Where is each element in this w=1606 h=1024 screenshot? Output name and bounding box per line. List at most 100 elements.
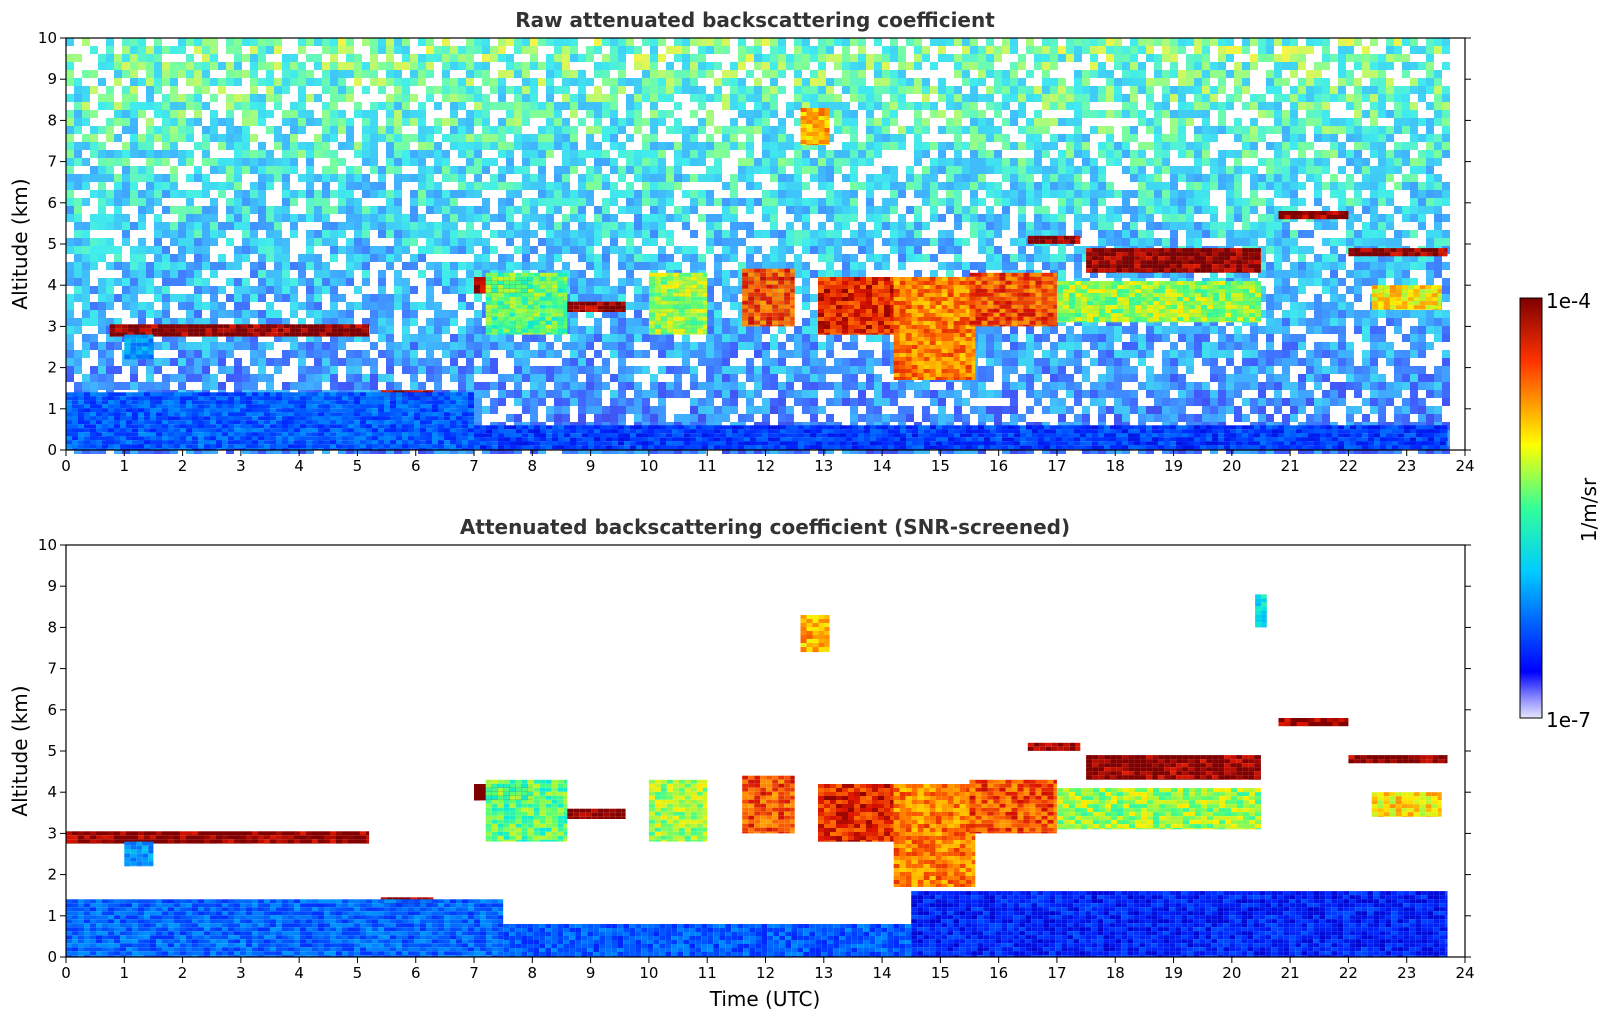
noise-cell: [874, 142, 882, 150]
noise-cell: [242, 118, 250, 126]
noise-cell: [1058, 198, 1066, 206]
noise-cell: [634, 254, 642, 262]
noise-cell: [482, 206, 490, 214]
noise-cell: [610, 334, 618, 342]
noise-cell: [714, 238, 722, 246]
noise-cell: [554, 398, 562, 406]
noise-cell: [66, 190, 74, 198]
noise-cell: [706, 166, 714, 174]
noise-cell: [546, 246, 554, 254]
noise-cell: [306, 342, 314, 350]
noise-cell: [554, 334, 562, 342]
noise-cell: [642, 262, 650, 270]
noise-cell: [954, 198, 962, 206]
noise-cell: [698, 142, 706, 150]
noise-cell: [1066, 166, 1074, 174]
noise-cell: [66, 326, 74, 334]
noise-cell: [378, 182, 386, 190]
noise-cell: [690, 342, 698, 350]
noise-cell: [986, 94, 994, 102]
noise-cell: [1002, 198, 1010, 206]
noise-cell: [842, 142, 850, 150]
noise-cell: [266, 158, 274, 166]
noise-cell: [554, 198, 562, 206]
noise-cell: [858, 398, 866, 406]
noise-cell: [970, 86, 978, 94]
noise-cell: [290, 110, 298, 118]
noise-cell: [914, 86, 922, 94]
noise-cell: [186, 238, 194, 246]
noise-cell: [506, 158, 514, 166]
noise-cell: [954, 118, 962, 126]
noise-cell: [226, 334, 234, 342]
noise-cell: [82, 382, 90, 390]
noise-cell: [1002, 190, 1010, 198]
noise-cell: [186, 206, 194, 214]
noise-cell: [1058, 374, 1066, 382]
noise-cell: [106, 294, 114, 302]
noise-cell: [106, 318, 114, 326]
noise-cell: [666, 94, 674, 102]
noise-cell: [586, 310, 594, 318]
noise-cell: [1010, 382, 1018, 390]
noise-cell: [442, 270, 450, 278]
noise-cell: [850, 70, 858, 78]
noise-cell: [594, 334, 602, 342]
noise-cell: [1002, 214, 1010, 222]
noise-cell: [826, 270, 834, 278]
noise-cell: [850, 214, 858, 222]
noise-cell: [634, 102, 642, 110]
noise-cell: [634, 286, 642, 294]
noise-cell: [986, 118, 994, 126]
noise-cell: [770, 38, 778, 46]
noise-cell: [450, 374, 458, 382]
noise-cell: [82, 102, 90, 110]
noise-cell: [250, 350, 258, 358]
noise-cell: [186, 270, 194, 278]
noise-cell: [826, 398, 834, 406]
noise-cell: [410, 286, 418, 294]
noise-cell: [466, 78, 474, 86]
noise-cell: [706, 334, 714, 342]
noise-cell: [826, 246, 834, 254]
noise-cell: [554, 46, 562, 54]
noise-cell: [474, 46, 482, 54]
noise-cell: [458, 382, 466, 390]
noise-cell: [882, 350, 890, 358]
noise-cell: [178, 246, 186, 254]
noise-cell: [482, 118, 490, 126]
noise-cell: [370, 102, 378, 110]
noise-cell: [314, 318, 322, 326]
noise-cell: [882, 46, 890, 54]
noise-cell: [394, 70, 402, 78]
noise-cell: [754, 126, 762, 134]
noise-cell: [234, 134, 242, 142]
noise-cell: [922, 54, 930, 62]
noise-cell: [858, 142, 866, 150]
noise-cell: [418, 150, 426, 158]
noise-cell: [970, 190, 978, 198]
noise-cell: [266, 246, 274, 254]
noise-cell: [954, 222, 962, 230]
noise-cell: [794, 334, 802, 342]
noise-cell: [930, 38, 938, 46]
noise-cell: [1058, 150, 1066, 158]
noise-cell: [330, 166, 338, 174]
noise-cell: [114, 262, 122, 270]
noise-cell: [1042, 390, 1050, 398]
noise-cell: [1050, 350, 1058, 358]
noise-cell: [194, 278, 202, 286]
noise-cell: [802, 270, 810, 278]
noise-cell: [170, 334, 178, 342]
noise-cell: [658, 206, 666, 214]
noise-cell: [578, 102, 586, 110]
noise-cell: [578, 70, 586, 78]
noise-cell: [442, 38, 450, 46]
noise-cell: [634, 158, 642, 166]
noise-cell: [266, 78, 274, 86]
noise-cell: [146, 366, 154, 374]
noise-cell: [1058, 158, 1066, 166]
noise-cell: [714, 342, 722, 350]
noise-cell: [810, 206, 818, 214]
noise-cell: [770, 190, 778, 198]
